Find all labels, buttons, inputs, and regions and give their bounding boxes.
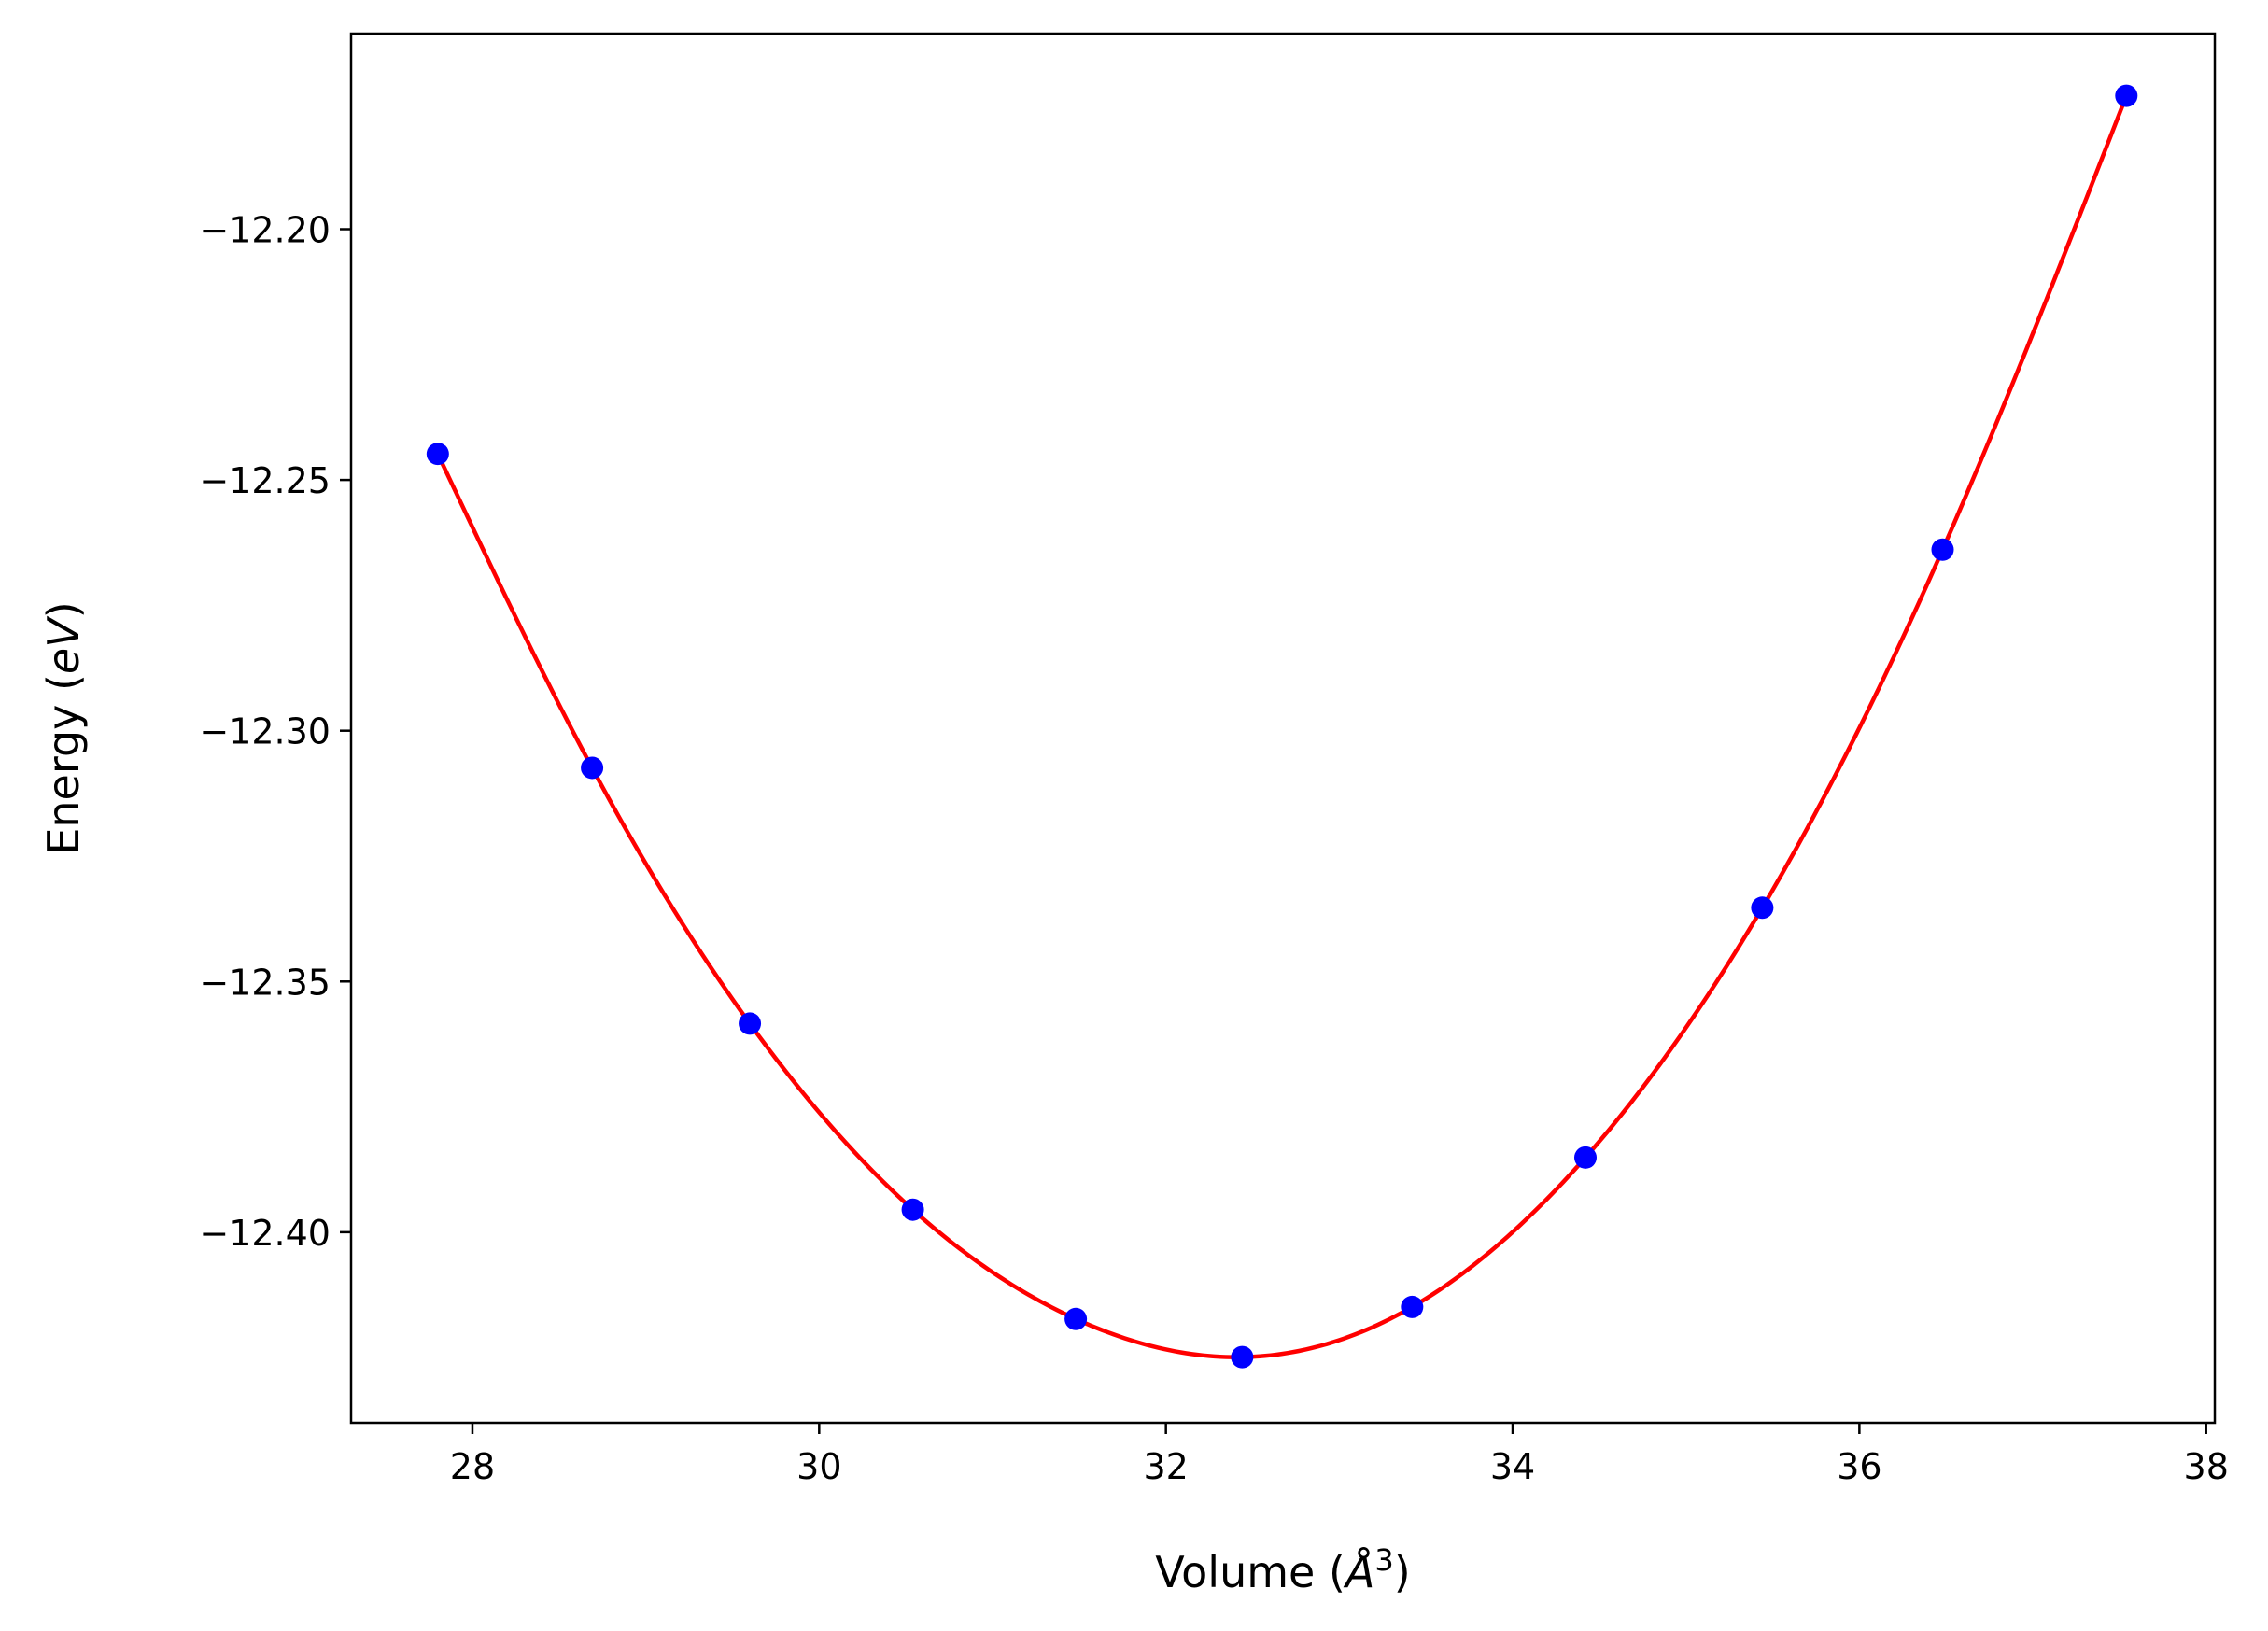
x-tick-label: 38 — [2184, 1446, 2229, 1487]
data-point — [1401, 1295, 1424, 1318]
data-point — [1931, 538, 1954, 561]
data-point — [581, 756, 604, 780]
y-axis-label: Energy (eV) — [38, 601, 89, 854]
fit-curve — [435, 94, 2129, 1359]
data-point — [1064, 1307, 1088, 1330]
axes-frame — [349, 32, 2217, 1425]
x-tick-label: 30 — [796, 1446, 841, 1487]
data-point — [739, 1012, 762, 1035]
y-tick-label: −12.30 — [199, 711, 331, 752]
plot-area — [426, 84, 2138, 1369]
x-tick-label: 36 — [1837, 1446, 1881, 1487]
y-tick-label: −12.20 — [199, 210, 331, 251]
x-axis-label: Volume (Å3) — [1155, 1542, 1410, 1597]
data-point — [426, 443, 449, 466]
x-axis: 28 30 32 34 36 38 — [450, 1423, 2229, 1487]
y-axis: −12.20 −12.25 −12.30 −12.35 −12.40 — [199, 210, 351, 1254]
y-tick-label: −12.25 — [199, 460, 331, 501]
x-tick-label: 32 — [1143, 1446, 1188, 1487]
data-point — [1231, 1345, 1254, 1369]
data-point — [901, 1198, 924, 1221]
x-tick-label: 28 — [450, 1446, 495, 1487]
data-point — [2115, 84, 2138, 107]
x-tick-label: 34 — [1490, 1446, 1535, 1487]
data-point — [1574, 1146, 1598, 1169]
data-point — [1751, 896, 1774, 920]
y-tick-label: −12.35 — [199, 962, 331, 1003]
y-tick-label: −12.40 — [199, 1213, 331, 1254]
